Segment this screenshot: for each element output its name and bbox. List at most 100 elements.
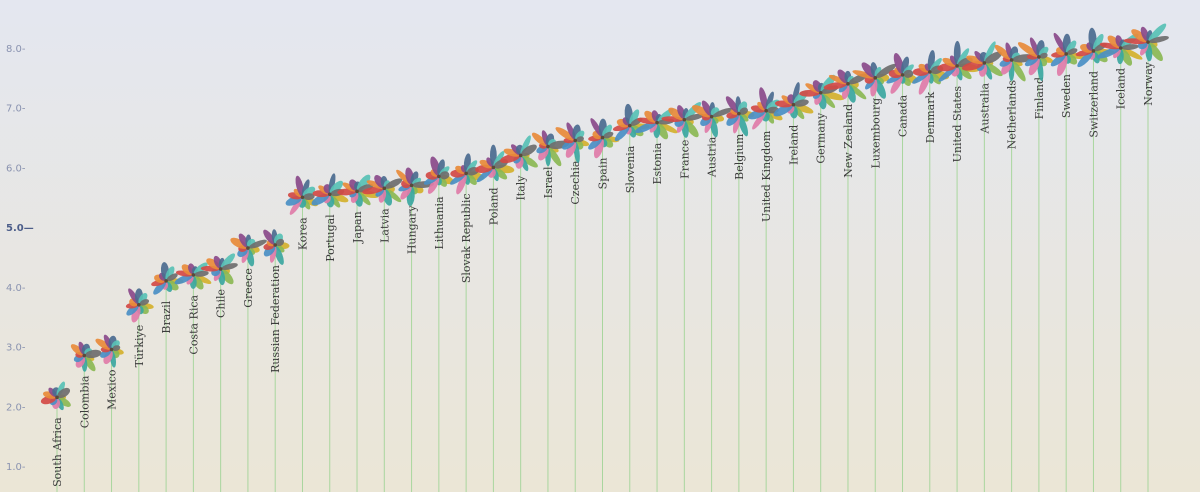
petal	[752, 111, 766, 130]
category-label: Lithuania	[433, 196, 446, 250]
flower-t-rkiye[interactable]	[125, 287, 155, 324]
flower-finland[interactable]	[1016, 36, 1054, 81]
petal	[493, 167, 508, 180]
flower-latvia[interactable]	[362, 173, 404, 207]
flower-center	[191, 273, 196, 277]
petal	[1121, 47, 1143, 60]
petal	[1148, 36, 1169, 44]
petal	[230, 237, 248, 249]
petal	[194, 270, 209, 277]
flower-south-africa[interactable]	[40, 380, 73, 411]
petal	[503, 148, 520, 157]
flower-russian-federation[interactable]	[261, 228, 290, 266]
petal	[684, 120, 699, 138]
petal	[295, 175, 304, 197]
flower-czechia[interactable]	[554, 121, 590, 163]
flower-center	[491, 165, 496, 170]
y-tick-label: 4.0-	[6, 283, 26, 294]
petal	[966, 55, 984, 65]
flower-costa-rica[interactable]	[173, 260, 212, 291]
flower-france[interactable]	[661, 100, 704, 139]
petal	[57, 396, 71, 407]
category-label: Sweden	[1060, 74, 1073, 118]
category-label: Türkiye	[133, 325, 146, 368]
flower-mexico[interactable]	[94, 334, 125, 368]
category-labels: South Africa Colombia Mexico Türkiye Brazil C…	[51, 61, 1155, 487]
petal	[70, 344, 84, 356]
flower-hungary[interactable]	[394, 167, 434, 207]
y-tick-label: 5.0—	[6, 223, 34, 234]
category-label: Denmark	[924, 92, 937, 144]
petal	[221, 263, 238, 271]
flower-lithuania[interactable]	[423, 155, 455, 195]
flower-austria[interactable]	[690, 99, 734, 138]
category-label: Czechia	[569, 160, 582, 204]
category-label: Poland	[487, 187, 500, 225]
petal	[1097, 47, 1120, 59]
category-label: Mexico	[106, 369, 119, 410]
category-label: Russian Federation	[269, 265, 282, 373]
flower-sweden[interactable]	[1049, 32, 1085, 78]
y-tick-label: 6.0-	[6, 163, 26, 174]
flower-switzerland[interactable]	[1075, 27, 1115, 69]
flower-portugal[interactable]	[310, 173, 350, 209]
flower-united-kingdom[interactable]	[747, 87, 784, 131]
petal	[765, 91, 774, 110]
petal	[555, 127, 575, 141]
petal	[739, 107, 748, 115]
petal	[1028, 57, 1040, 76]
category-label: Slovenia	[624, 145, 637, 193]
flower-australia[interactable]	[961, 40, 1004, 81]
flower-new-zealand[interactable]	[823, 68, 869, 104]
flower-center	[955, 64, 959, 68]
flower-iceland[interactable]	[1096, 31, 1144, 67]
petal	[918, 72, 931, 95]
petal	[220, 253, 236, 269]
petal	[852, 70, 875, 79]
y-tick-label: 2.0-	[6, 402, 26, 413]
flower-chile[interactable]	[200, 251, 239, 286]
flower-center	[846, 82, 850, 86]
y-tick-label: 7.0-	[6, 104, 26, 115]
flower-center	[355, 189, 359, 194]
petal	[848, 84, 867, 100]
petal	[275, 238, 285, 247]
flower-korea[interactable]	[284, 175, 319, 216]
flower-denmark[interactable]	[911, 50, 950, 96]
flower-slovenia[interactable]	[612, 103, 650, 143]
petal	[759, 87, 768, 110]
petal	[356, 174, 371, 191]
flower-estonia[interactable]	[634, 107, 679, 141]
flower-brazil[interactable]	[151, 262, 184, 297]
category-label: France	[678, 140, 691, 179]
petal	[938, 66, 957, 82]
petal	[521, 144, 537, 157]
flower-center	[900, 73, 905, 77]
petal	[903, 69, 914, 78]
flower-greece[interactable]	[229, 232, 268, 267]
category-label: Belgium	[733, 133, 746, 180]
petal	[657, 122, 678, 134]
flower-colombia[interactable]	[69, 341, 102, 373]
flower-italy[interactable]	[499, 134, 539, 172]
flower-center	[982, 61, 987, 65]
category-label: Italy	[515, 175, 528, 201]
petal	[112, 345, 121, 352]
flower-poland[interactable]	[475, 144, 515, 184]
flower-center	[928, 70, 932, 74]
category-label: Japan	[351, 211, 364, 244]
category-label: United States	[951, 86, 964, 163]
petal	[649, 123, 658, 133]
flower-slovak-republic[interactable]	[449, 153, 485, 196]
flower-norway[interactable]	[1123, 21, 1169, 63]
flower-luxembourg[interactable]	[852, 60, 898, 100]
flower-center	[764, 108, 768, 113]
category-label: Slovak Republic	[460, 193, 473, 283]
category-label: Finland	[1033, 77, 1046, 119]
flower-ireland[interactable]	[772, 81, 815, 120]
flower-center	[1146, 40, 1150, 44]
flower-center	[655, 120, 659, 125]
petal	[739, 113, 749, 122]
